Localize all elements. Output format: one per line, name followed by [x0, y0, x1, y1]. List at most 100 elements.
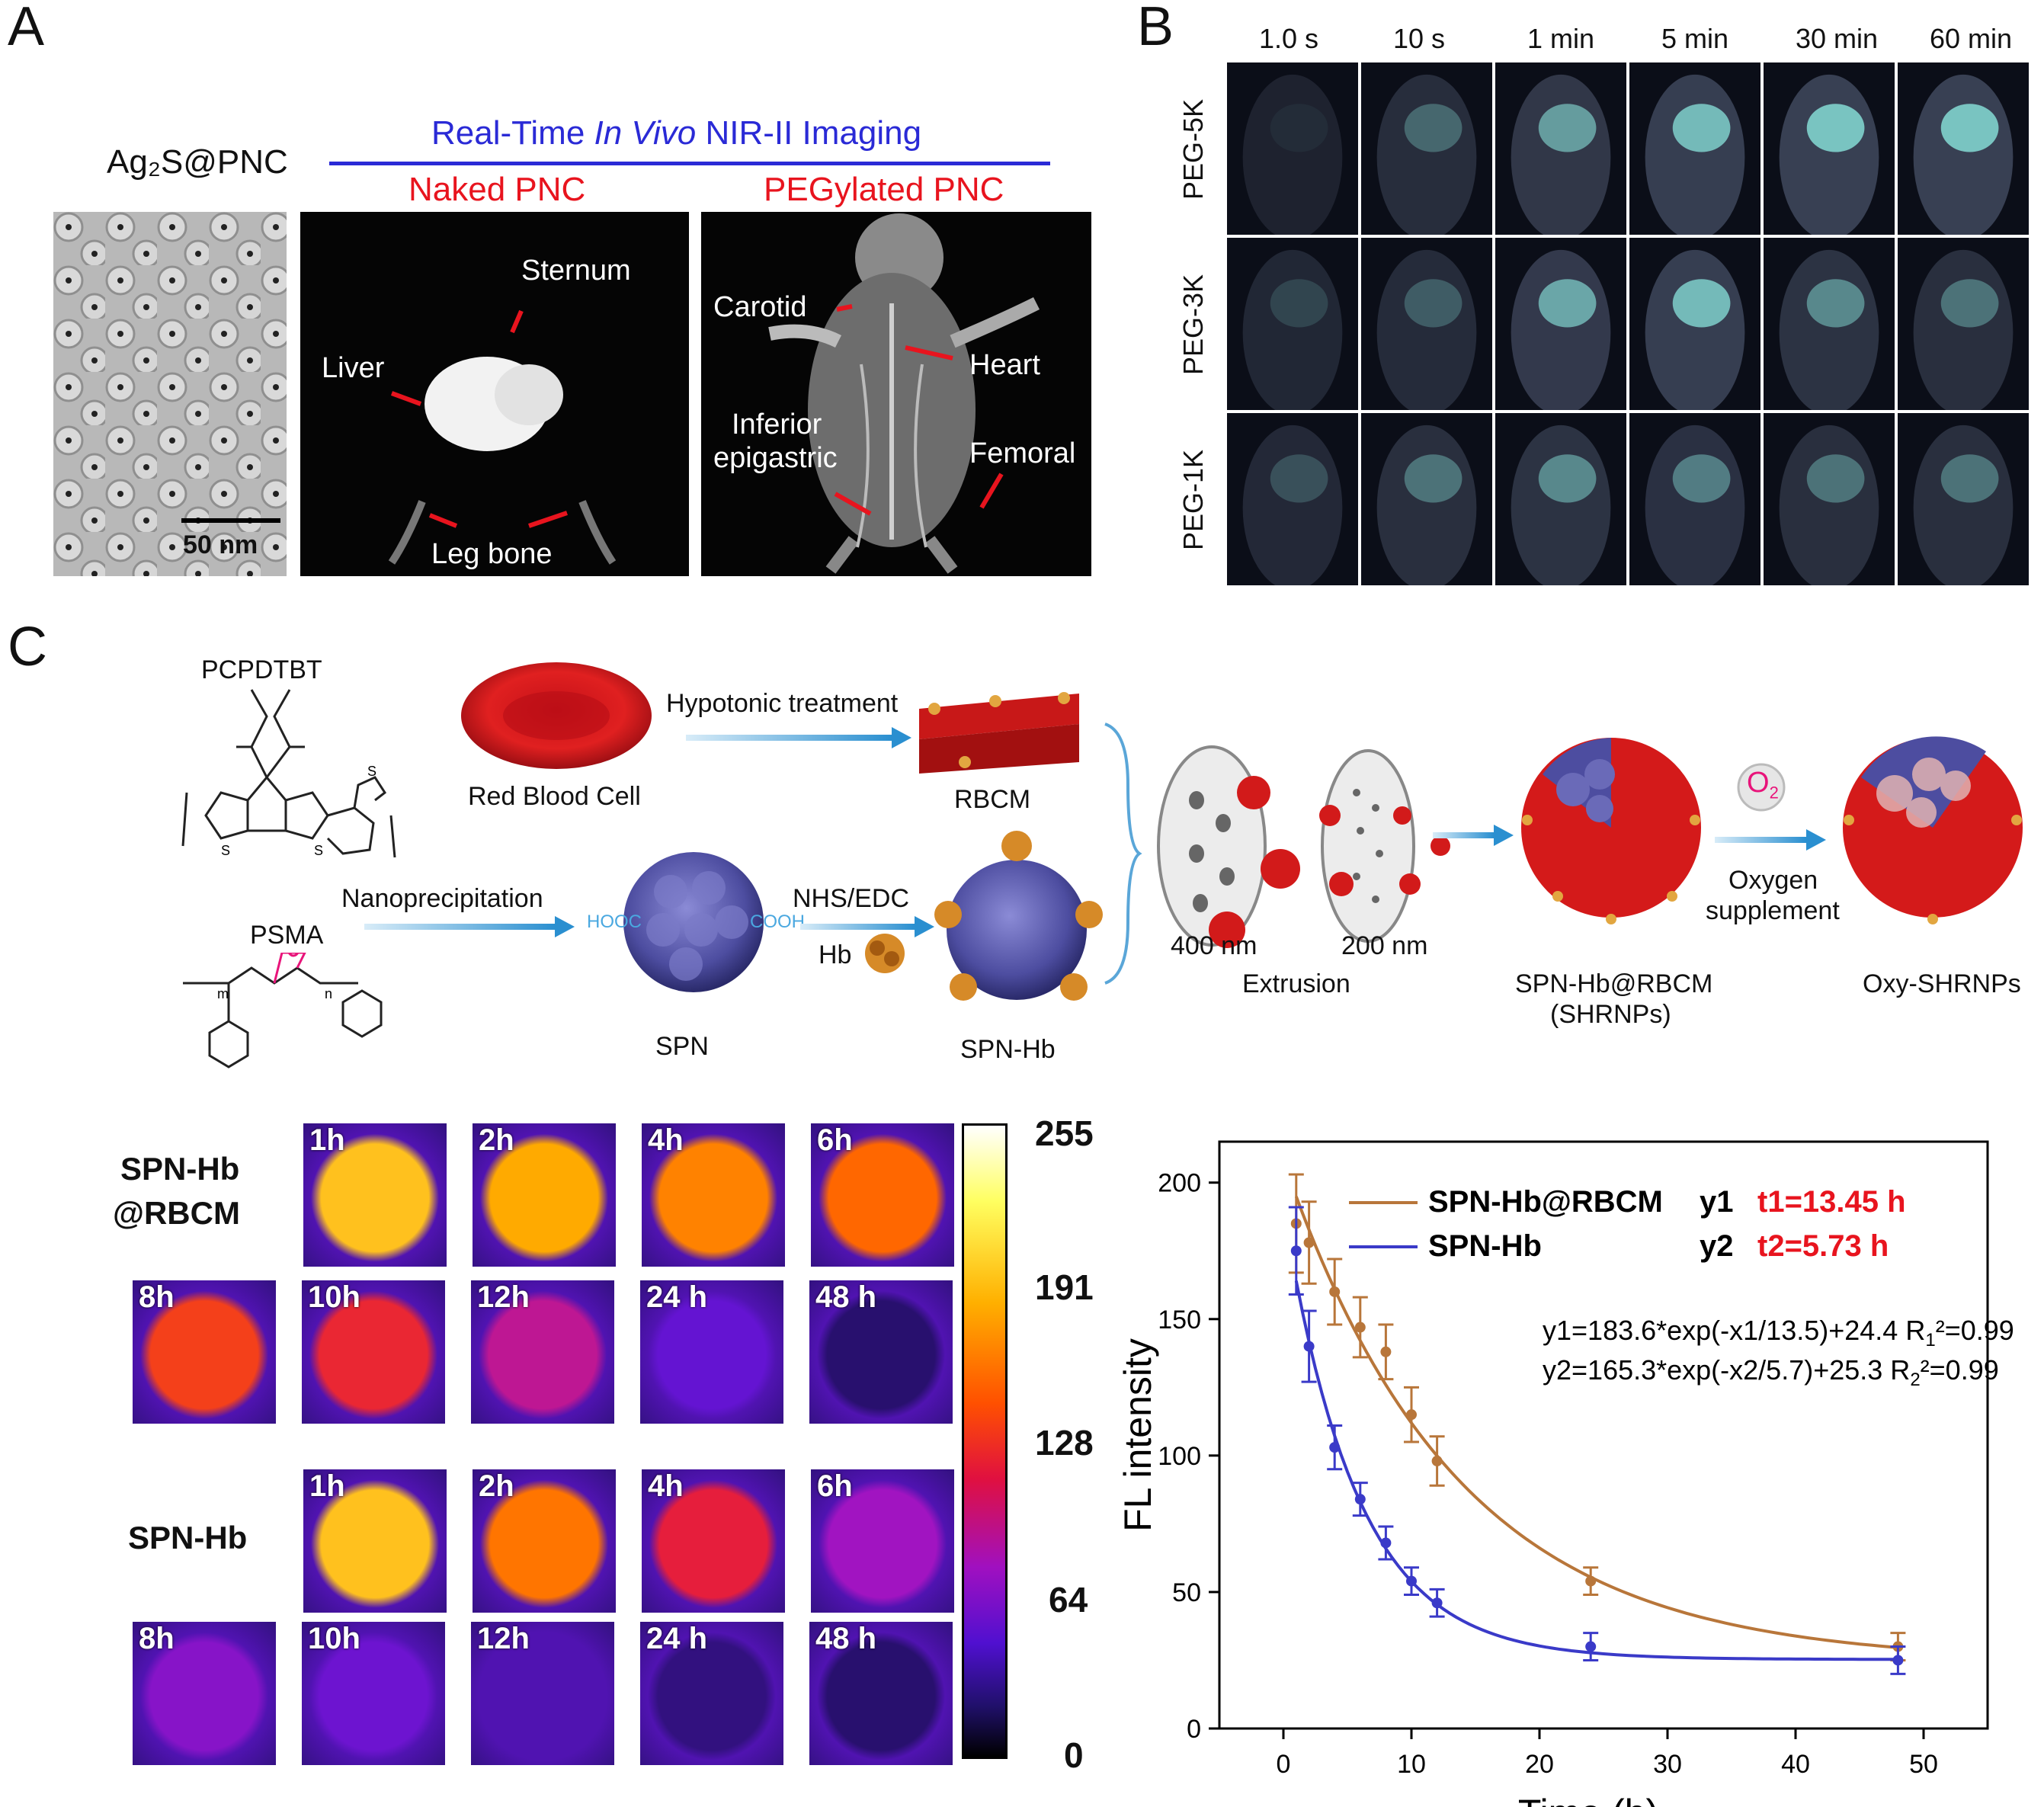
nir-frame: [1898, 62, 2029, 235]
spn-hb-art: [934, 831, 1103, 1001]
nir-frame: [1361, 413, 1492, 585]
legend-name-0: SPN-Hb@RBCM: [1428, 1185, 1663, 1219]
fit-curve-0: [1294, 1196, 1898, 1649]
rbcm-art: [919, 692, 1079, 774]
red-blood-cell-art: [461, 662, 652, 769]
heatmap-well: 4h: [642, 1123, 785, 1267]
data-point: [1329, 1286, 1341, 1297]
data-point: [1406, 1409, 1417, 1421]
well-time-label: 4h: [648, 1469, 684, 1503]
group2-label: SPN-Hb: [128, 1520, 248, 1555]
naked-pnc-title: Naked PNC: [408, 171, 586, 208]
tem-particles: [53, 212, 287, 576]
nir-frame: [1495, 413, 1626, 585]
nir-frame: [1227, 413, 1358, 585]
psma-structure: m n: [183, 953, 383, 1069]
liver-label: Liver: [322, 352, 385, 384]
oxygen-label-2: supplement: [1706, 896, 1840, 925]
colorbar-tick-191: 191: [1035, 1267, 1094, 1307]
spn-cooh-label: COOH: [750, 912, 805, 932]
row-label-2: PEG-1K: [1177, 449, 1209, 551]
naked-pnc-image: Sternum Liver Leg bone: [300, 212, 689, 576]
data-point: [1329, 1442, 1341, 1453]
imaging-title: Real-Time In Vivo NIR-II Imaging: [431, 114, 922, 152]
heatmap-well: 8h: [133, 1280, 276, 1424]
epigastric-label: epigastric: [713, 442, 838, 474]
equation-2: y2=165.3*exp(-x2/5.7)+25.3 R2²=0.99: [1543, 1354, 1999, 1390]
nir-frame: [1629, 238, 1760, 410]
x-tick-label: 20: [1525, 1750, 1554, 1779]
colorbar: [962, 1123, 1008, 1759]
y-tick-label: 100: [1158, 1442, 1201, 1471]
nir-frame: [1227, 62, 1358, 235]
well-time-label: 48 h: [815, 1622, 877, 1655]
extrusion-arrow: [1433, 825, 1514, 846]
x-axis-label: Time (h): [1518, 1792, 1658, 1807]
well-time-label: 8h: [139, 1622, 175, 1655]
fit-curve-1: [1294, 1280, 1898, 1661]
legend-tag-1: y2: [1700, 1229, 1734, 1263]
nir-frame: [1227, 238, 1358, 410]
data-point: [1303, 1341, 1315, 1352]
data-point: [1431, 1597, 1443, 1609]
group1-label-b: @RBCM: [113, 1195, 240, 1231]
nir-frame: [1495, 62, 1626, 235]
data-point: [1354, 1322, 1366, 1333]
well-time-label: 6h: [817, 1469, 853, 1503]
row-label-0: PEG-5K: [1177, 98, 1209, 200]
spn-label: SPN: [655, 1032, 709, 1061]
data-point: [1892, 1655, 1904, 1666]
well-time-label: 2h: [479, 1469, 514, 1503]
nir-frame: [1898, 238, 2029, 410]
hb-label: Hb: [819, 940, 852, 969]
nhs-arrow: [800, 916, 934, 937]
shrnps-art: [1521, 738, 1701, 924]
well-time-label: 4h: [648, 1123, 684, 1157]
inferior-label: Inferior: [732, 408, 822, 441]
time-header-1: 10 s: [1393, 23, 1446, 54]
heatmap-well: 12h: [471, 1622, 614, 1765]
panel-label-c: C: [8, 617, 47, 678]
data-point: [1303, 1237, 1315, 1248]
nir-frame: [1629, 413, 1760, 585]
heatmap-well: 10h: [302, 1622, 445, 1765]
psma-n: n: [325, 986, 332, 1001]
data-point: [1354, 1494, 1366, 1505]
data-point: [1585, 1641, 1597, 1652]
nir-frame: [1361, 238, 1492, 410]
pore-400-label: 400 nm: [1171, 931, 1257, 960]
y-tick-label: 200: [1158, 1169, 1201, 1198]
heatmap-well: 1h: [303, 1469, 447, 1613]
title-underline: [329, 162, 1050, 165]
naked-mouse-art: [388, 309, 617, 565]
heatmap-well: 24 h: [640, 1622, 783, 1765]
well-time-label: 12h: [477, 1622, 530, 1655]
oxygen-label-1: Oxygen: [1728, 866, 1818, 895]
oxy-shrnps-art: [1843, 736, 2023, 924]
spn-hb-label: SPN-Hb: [960, 1035, 1056, 1064]
pcpdtbt-structure: S S S n: [181, 689, 396, 858]
femoral-label: Femoral: [969, 437, 1076, 469]
merge-bracket: [1104, 722, 1142, 985]
well-time-label: 24 h: [646, 1622, 708, 1655]
time-header-0: 1.0 s: [1259, 23, 1319, 54]
spn-art: [623, 852, 764, 992]
well-time-label: 24 h: [646, 1280, 708, 1314]
nir-frame: [1764, 62, 1895, 235]
hypotonic-arrow: [686, 727, 911, 748]
panel-label-b: B: [1137, 0, 1174, 57]
x-tick-label: 30: [1653, 1750, 1682, 1779]
shrnp-label-1: SPN-Hb@RBCM: [1515, 969, 1713, 998]
equation-1: y1=183.6*exp(-x1/13.5)+24.4 R1²=0.99: [1543, 1315, 2014, 1350]
colorbar-tick-0: 0: [1064, 1735, 1084, 1775]
nir-frame: [1495, 238, 1626, 410]
heatmap-well: 48 h: [809, 1280, 953, 1424]
pcpdtbt-label: PCPDTBT: [201, 655, 322, 684]
carotid-label: Carotid: [713, 291, 807, 323]
legend-halflife-0: t1=13.45 h: [1757, 1185, 1906, 1219]
heatmap-well: 8h: [133, 1622, 276, 1765]
plot-frame: [1218, 1140, 1989, 1730]
heatmap-well: 10h: [302, 1280, 445, 1424]
oxy-shrnps-label: Oxy-SHRNPs: [1863, 969, 2021, 998]
panel-label-a: A: [8, 0, 45, 57]
